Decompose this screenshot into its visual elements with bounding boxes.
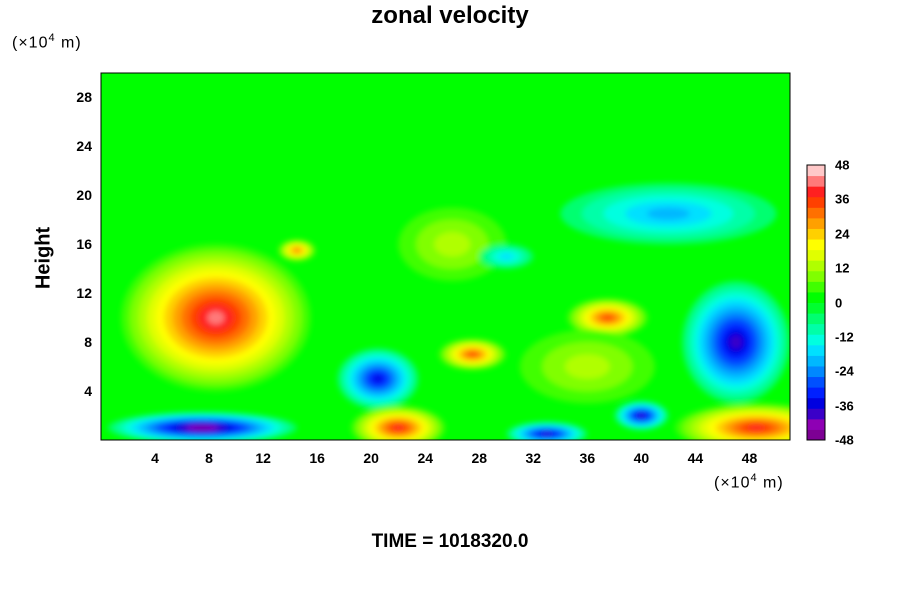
feature-7-level-10: [748, 425, 765, 431]
heatmap-field: [101, 73, 790, 440]
colorbar-tick-label: 48: [835, 157, 850, 173]
y-unit-suffix: m): [55, 34, 82, 52]
x-tick-label: 36: [579, 450, 596, 466]
colorbar-tick-label: 36: [835, 191, 850, 207]
colorbar-tick-label: -36: [835, 398, 854, 414]
feature-1-level-12: [194, 426, 211, 430]
y-unit-prefix: (×10: [12, 34, 49, 52]
feature-4-level-9: [468, 352, 477, 357]
chart-title: zonal velocity: [371, 2, 529, 29]
colorbar-segment: [807, 418, 825, 430]
plot-frame: [100, 72, 791, 441]
feature-14-level-4: [499, 253, 514, 260]
colorbar-frame: [806, 164, 826, 441]
y-tick-label: 8: [84, 334, 92, 351]
feature-0-level-11: [207, 310, 225, 325]
x-tick-label: 32: [525, 450, 542, 466]
colorbar-segment: [807, 365, 825, 378]
x-tick-label: 4: [151, 450, 159, 466]
y-tick-label: 4: [84, 383, 92, 400]
time-label: TIME = 1018320.0: [371, 531, 529, 552]
x-unit-exponent: 4: [750, 472, 758, 484]
colorbar-segment: [807, 270, 825, 282]
x-unit-prefix: (×10: [714, 474, 751, 492]
colorbar-segment: [807, 175, 825, 187]
feature-9-level-10: [542, 432, 551, 436]
x-tick-label: 40: [633, 450, 650, 466]
feature-13-level-3: [564, 354, 610, 379]
x-tick-label: 16: [309, 450, 325, 466]
feature-8-level-10: [638, 414, 645, 418]
colorbar-segment: [807, 186, 825, 198]
y-axis-unit: (×104 m): [12, 32, 82, 52]
colorbar-segment: [807, 355, 825, 367]
colorbar-segment: [807, 249, 825, 261]
x-tick-label: 44: [687, 450, 704, 466]
colorbar-tick-label: 24: [835, 226, 850, 242]
feature-10-level-5: [646, 207, 691, 220]
colorbar-tick-label: -48: [835, 432, 854, 448]
colorbar-segment: [807, 302, 825, 314]
colorbar-segment: [807, 196, 825, 208]
feature-12-level-8: [294, 249, 300, 252]
feature-2-level-9: [373, 375, 383, 383]
colorbar-tick-label: 0: [835, 295, 843, 310]
x-tick-label: 20: [363, 450, 379, 466]
field-features: [107, 183, 790, 440]
colorbar-tick-label: 12: [835, 260, 850, 276]
y-unit-exponent: 4: [48, 32, 56, 44]
colorbar-segment: [807, 397, 825, 409]
colorbar-segment: [807, 260, 825, 272]
colorbar-segment: [807, 281, 825, 293]
colorbar-segment: [807, 207, 825, 219]
colorbar: [806, 164, 826, 441]
y-tick-label: 24: [76, 138, 92, 155]
colorbar-segment: [807, 344, 825, 356]
colorbar-segment: [807, 228, 825, 240]
feature-5-level-9: [603, 315, 613, 320]
x-tick-label: 48: [741, 450, 758, 466]
y-tick-label: 12: [76, 285, 92, 302]
x-tick-label: 8: [205, 450, 213, 466]
colorbar-tick-label: -12: [835, 329, 854, 345]
colorbar-segment: [807, 239, 825, 251]
feature-3-level-10: [393, 425, 403, 430]
colorbar-segment: [807, 291, 825, 303]
y-tick-label: 20: [76, 187, 92, 204]
colorbar-segment: [807, 217, 825, 229]
colorbar-segment: [807, 376, 825, 388]
x-axis-unit: (×104 m): [714, 472, 784, 492]
x-tick-label: 24: [417, 450, 434, 466]
colorbar-segment: [807, 387, 825, 399]
feature-6-level-10: [730, 336, 742, 349]
colorbar-segment: [807, 323, 825, 335]
x-unit-suffix: m): [757, 474, 784, 492]
colorbar-segment: [807, 429, 825, 441]
y-tick-label: 28: [76, 89, 92, 106]
x-tick-label: 12: [255, 450, 271, 466]
x-tick-label: 28: [471, 450, 488, 466]
y-tick-label: 16: [76, 236, 92, 253]
colorbar-segment: [807, 408, 825, 420]
colorbar-segment: [807, 165, 825, 177]
feature-11-level-3: [434, 232, 471, 257]
colorbar-tick-label: -24: [835, 363, 854, 379]
colorbar-segment: [807, 313, 825, 325]
colorbar-segment: [807, 334, 825, 346]
